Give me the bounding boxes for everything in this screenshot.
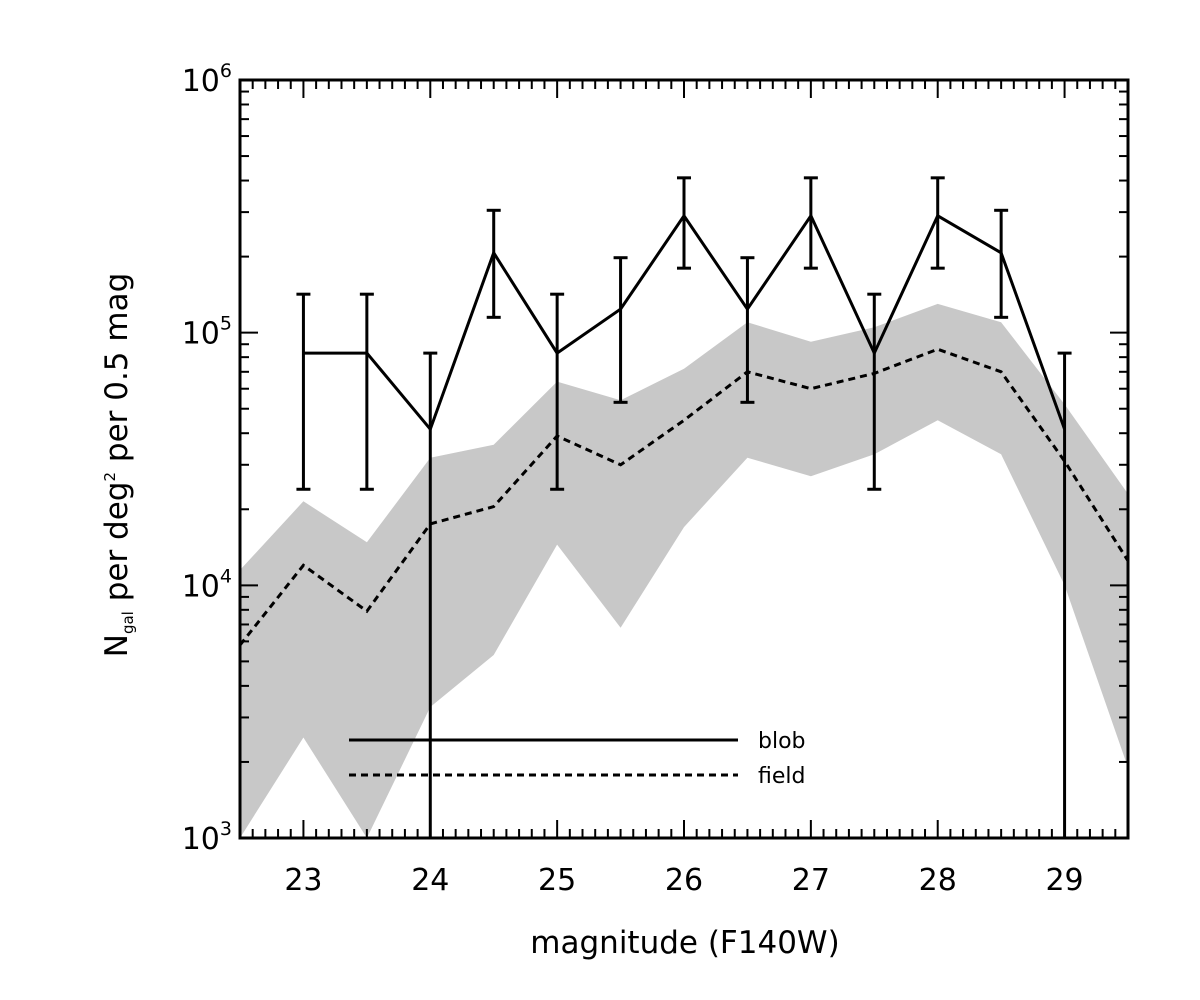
x-tick-label: 25	[538, 863, 576, 898]
y-tick-label: 103	[182, 818, 232, 857]
legend-label: field	[758, 764, 805, 789]
scatter-band-area	[240, 303, 1128, 838]
legend-item-field: field	[349, 764, 805, 789]
blob-error-bar	[296, 292, 311, 491]
blob-error-bar	[740, 256, 755, 404]
field-scatter-band	[240, 303, 1128, 838]
blob-error-bar	[423, 351, 438, 838]
field-series	[240, 347, 1128, 647]
x-axis-label: magnitude (F140W)	[530, 925, 839, 961]
blob-error-bar	[1057, 351, 1072, 838]
blob-error-bar	[803, 176, 818, 270]
y-axis-label-mid: per deg	[99, 482, 135, 612]
y-axis-label-subscript: gal	[119, 611, 137, 634]
blob-error-bar	[867, 292, 882, 491]
blob-error-bar	[550, 292, 565, 491]
legend-item-blob: blob	[349, 729, 806, 754]
blob-error-bar	[994, 208, 1009, 319]
plot-frame: 23 24 25 26 27 28 29 103 104 105 106	[182, 60, 1130, 898]
blob-error-bar	[359, 292, 374, 491]
blob-error-bar	[677, 176, 691, 270]
y-tick-label: 104	[182, 565, 232, 604]
x-tick-label: 23	[284, 863, 322, 898]
blob-error-bar	[613, 256, 628, 404]
x-tick-label: 24	[411, 863, 449, 898]
y-axis-label-tail: per 0.5 mag	[99, 273, 135, 472]
blob-error-bar	[930, 176, 945, 270]
x-tick-label: 29	[1045, 863, 1083, 898]
blob-error-bar	[486, 208, 501, 319]
x-tick-label: 26	[665, 863, 703, 898]
field-line	[240, 347, 1128, 647]
x-tick-label: 27	[792, 863, 830, 898]
y-axis-label: Ngal per deg2 per 0.5 mag	[99, 273, 137, 658]
y-tick-label: 106	[182, 60, 232, 99]
x-tick-label: 28	[919, 863, 957, 898]
legend-label: blob	[758, 729, 806, 754]
legend: blob field	[349, 729, 806, 789]
blob-series	[296, 176, 1072, 838]
y-axis-label-main: N	[99, 634, 135, 657]
y-axis-label-superscript: 2	[101, 472, 119, 482]
y-tick-label: 105	[182, 313, 232, 352]
